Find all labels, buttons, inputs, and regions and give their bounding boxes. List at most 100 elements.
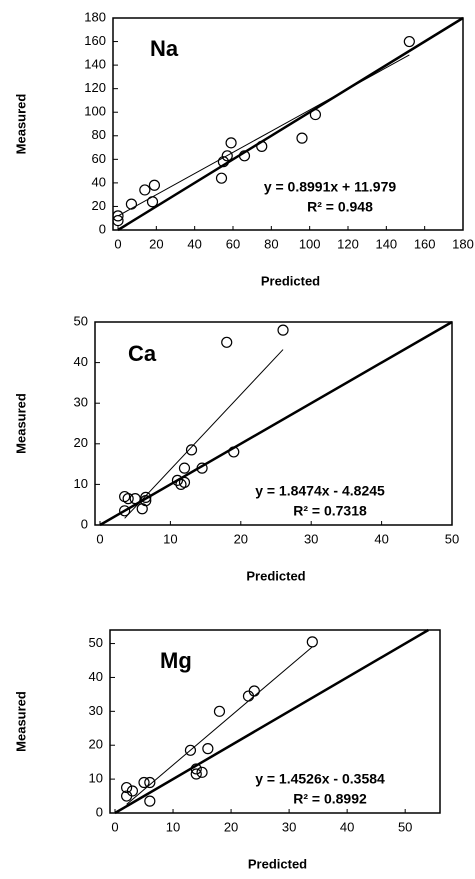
data-point	[144, 776, 156, 789]
y-tick-label: 0	[99, 221, 106, 236]
x-tick-label: 10	[163, 531, 177, 546]
x-tick-label: 60	[226, 236, 240, 251]
data-point	[213, 705, 226, 717]
x-tick-label: 120	[337, 236, 359, 251]
data-point	[202, 743, 214, 755]
data-point	[185, 444, 198, 456]
x-tick-label: 40	[187, 236, 201, 251]
data-point	[121, 781, 133, 794]
r-squared: R² = 0.7318	[293, 503, 367, 519]
x-tick-label: 0	[114, 236, 121, 251]
data-point	[126, 785, 139, 797]
y-tick-label: 40	[92, 174, 106, 189]
one-to-one-line	[99, 320, 453, 527]
x-tick-label: 160	[414, 236, 436, 251]
r-squared: R² = 0.948	[307, 199, 373, 215]
x-tick-label: 30	[304, 531, 318, 546]
panel-title: Mg	[160, 648, 192, 673]
x-tick-label: 20	[149, 236, 163, 251]
y-axis-label: Measured	[13, 393, 28, 454]
x-axis-label: Predicted	[248, 856, 307, 871]
y-tick-label: 10	[74, 476, 88, 491]
data-point	[196, 462, 208, 474]
plot-frame	[94, 321, 453, 526]
data-point	[306, 636, 318, 648]
data-point	[139, 184, 151, 196]
data-point	[221, 336, 233, 348]
x-tick-label: 80	[264, 236, 278, 251]
data-point	[178, 462, 191, 474]
data-point	[138, 776, 150, 789]
data-point	[225, 137, 237, 149]
data-point	[148, 179, 161, 191]
data-point	[146, 196, 159, 208]
x-tick-label: 0	[111, 819, 118, 834]
data-point	[119, 505, 131, 517]
fit-equation: y = 1.8474x - 4.8245	[255, 483, 385, 499]
plot-frame	[112, 17, 464, 231]
data-point	[190, 768, 202, 780]
data-point	[190, 763, 202, 775]
y-tick-label: 30	[74, 395, 88, 410]
x-tick-label: 50	[398, 819, 412, 834]
data-point	[171, 474, 184, 486]
y-tick-label: 20	[74, 435, 88, 450]
y-axis-label: Measured	[13, 691, 28, 752]
data-point	[196, 766, 208, 778]
data-point	[122, 493, 134, 505]
data-point	[248, 685, 260, 697]
x-tick-label: 50	[445, 531, 459, 546]
trend-line	[117, 54, 410, 217]
x-axis-label: Predicted	[246, 568, 305, 583]
y-tick-label: 40	[74, 354, 88, 369]
data-point	[403, 35, 415, 48]
panel-title: Na	[150, 36, 179, 61]
trend-line	[126, 646, 313, 805]
x-tick-label: 20	[224, 819, 238, 834]
data-point	[228, 446, 240, 458]
y-tick-label: 100	[84, 104, 106, 119]
one-to-one-line	[117, 16, 464, 232]
x-tick-label: 0	[96, 531, 103, 546]
y-tick-label: 140	[84, 57, 106, 72]
y-tick-label: 30	[89, 703, 103, 718]
y-tick-label: 50	[89, 635, 103, 650]
data-point	[309, 108, 322, 121]
x-tick-label: 30	[282, 819, 296, 834]
data-point	[178, 476, 191, 488]
trend-line	[124, 349, 284, 519]
y-tick-label: 10	[89, 771, 103, 786]
data-point	[221, 150, 233, 162]
x-tick-label: 140	[375, 236, 397, 251]
data-point	[112, 210, 124, 222]
data-point	[238, 150, 251, 162]
x-tick-label: 10	[166, 819, 180, 834]
y-tick-label: 40	[89, 669, 103, 684]
data-point	[140, 495, 152, 507]
y-tick-label: 20	[89, 737, 103, 752]
data-point	[129, 493, 141, 505]
data-point	[144, 795, 156, 807]
data-point	[215, 172, 228, 184]
x-tick-label: 100	[299, 236, 321, 251]
data-point	[217, 156, 230, 168]
one-to-one-line	[114, 628, 430, 815]
fit-equation: y = 1.4526x - 0.3584	[255, 771, 385, 787]
x-axis-label: Predicted	[261, 273, 320, 288]
x-tick-label: 20	[234, 531, 248, 546]
data-point	[277, 324, 289, 336]
x-tick-label: 40	[374, 531, 388, 546]
y-tick-label: 20	[92, 198, 106, 213]
data-point	[256, 140, 268, 152]
data-point	[140, 491, 152, 503]
y-tick-label: 160	[84, 33, 106, 48]
x-tick-label: 180	[452, 236, 474, 251]
y-tick-label: 120	[84, 80, 106, 95]
y-tick-label: 60	[92, 151, 106, 166]
y-tick-label: 0	[96, 804, 103, 819]
y-tick-label: 50	[74, 313, 88, 328]
data-point	[184, 744, 197, 756]
y-tick-label: 180	[84, 9, 106, 24]
data-point	[112, 214, 124, 227]
